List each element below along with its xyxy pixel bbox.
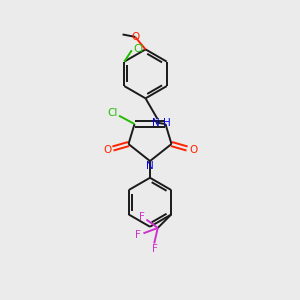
Text: N: N (152, 118, 160, 128)
Text: F: F (135, 230, 141, 239)
Text: N: N (146, 161, 154, 171)
Text: O: O (103, 145, 111, 155)
Text: F: F (139, 212, 145, 222)
Text: F: F (152, 244, 158, 254)
Text: Cl: Cl (107, 108, 118, 118)
Text: Cl: Cl (133, 44, 143, 54)
Text: O: O (131, 32, 139, 42)
Text: O: O (189, 145, 197, 155)
Text: H: H (163, 118, 170, 128)
